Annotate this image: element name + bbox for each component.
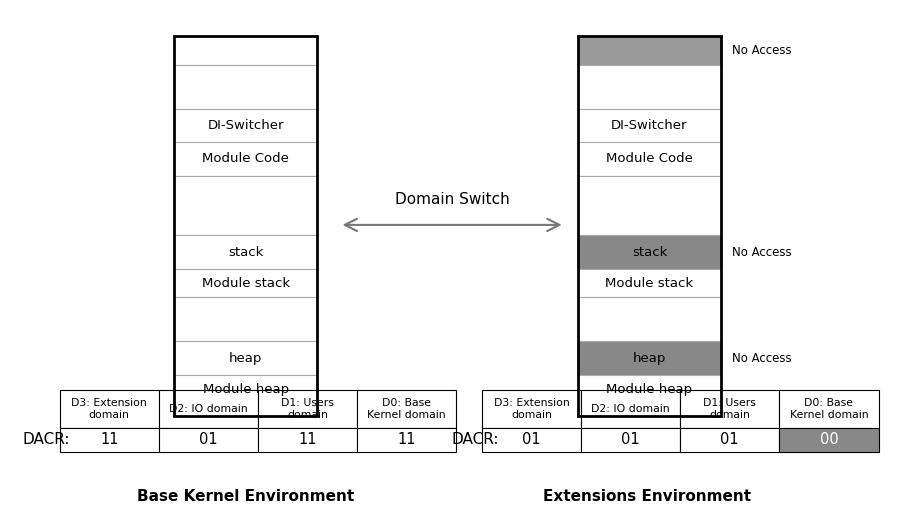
Bar xyxy=(174,36,317,65)
Bar xyxy=(578,235,721,269)
Bar xyxy=(680,428,779,452)
Text: Module stack: Module stack xyxy=(606,277,693,290)
Bar xyxy=(482,390,581,428)
Text: DI-Switcher: DI-Switcher xyxy=(207,119,284,132)
Bar xyxy=(174,109,317,142)
Text: D2: IO domain: D2: IO domain xyxy=(169,404,248,414)
Text: 11: 11 xyxy=(100,432,118,448)
Text: D3: Extension
domain: D3: Extension domain xyxy=(494,398,569,420)
Bar xyxy=(60,390,159,428)
Bar xyxy=(578,297,721,341)
Text: Module heap: Module heap xyxy=(607,383,692,396)
Bar xyxy=(174,403,317,416)
Bar xyxy=(174,65,317,109)
Text: DACR:: DACR: xyxy=(452,432,499,448)
Text: heap: heap xyxy=(633,352,666,364)
Bar xyxy=(779,390,879,428)
Bar xyxy=(174,341,317,375)
Text: No Access: No Access xyxy=(732,352,791,364)
Bar xyxy=(578,36,721,65)
Text: 11: 11 xyxy=(298,432,317,448)
Text: 01: 01 xyxy=(522,432,541,448)
Bar xyxy=(258,390,357,428)
Bar xyxy=(578,65,721,109)
Text: D1: Users
domain: D1: Users domain xyxy=(703,398,756,420)
Bar xyxy=(779,428,879,452)
Text: 01: 01 xyxy=(621,432,640,448)
Text: D2: IO domain: D2: IO domain xyxy=(591,404,670,414)
Text: D0: Base
Kernel domain: D0: Base Kernel domain xyxy=(789,398,868,420)
Text: Domain Switch: Domain Switch xyxy=(395,191,509,207)
Text: heap: heap xyxy=(229,352,263,364)
Text: Module heap: Module heap xyxy=(203,383,288,396)
Bar xyxy=(357,390,456,428)
Text: Module Code: Module Code xyxy=(202,153,289,165)
Bar xyxy=(174,142,317,176)
Bar xyxy=(159,390,258,428)
Bar xyxy=(174,269,317,297)
Bar xyxy=(60,428,159,452)
Bar xyxy=(174,176,317,235)
Text: 11: 11 xyxy=(397,432,416,448)
Text: Base Kernel Environment: Base Kernel Environment xyxy=(138,489,354,504)
Bar xyxy=(174,375,317,403)
Bar xyxy=(174,36,317,416)
Bar xyxy=(174,235,317,269)
Text: D1: Users
domain: D1: Users domain xyxy=(281,398,334,420)
Bar xyxy=(258,428,357,452)
Text: DACR:: DACR: xyxy=(23,432,71,448)
Text: D0: Base
Kernel domain: D0: Base Kernel domain xyxy=(367,398,446,420)
Bar xyxy=(680,390,779,428)
Text: stack: stack xyxy=(632,246,667,258)
Bar xyxy=(578,36,721,416)
Text: 01: 01 xyxy=(721,432,739,448)
Bar xyxy=(578,142,721,176)
Text: stack: stack xyxy=(228,246,263,258)
Bar xyxy=(174,297,317,341)
Bar xyxy=(578,269,721,297)
Text: Module Code: Module Code xyxy=(606,153,693,165)
Text: Extensions Environment: Extensions Environment xyxy=(543,489,751,504)
Text: D3: Extension
domain: D3: Extension domain xyxy=(72,398,147,420)
Bar xyxy=(581,428,680,452)
Text: No Access: No Access xyxy=(732,44,791,57)
Text: 01: 01 xyxy=(199,432,218,448)
Text: DI-Switcher: DI-Switcher xyxy=(611,119,688,132)
Bar xyxy=(578,375,721,403)
Text: Module stack: Module stack xyxy=(202,277,289,290)
Bar xyxy=(159,428,258,452)
Bar xyxy=(357,428,456,452)
Bar xyxy=(578,341,721,375)
Text: 00: 00 xyxy=(820,432,838,448)
Bar xyxy=(578,109,721,142)
Bar xyxy=(581,390,680,428)
Text: No Access: No Access xyxy=(732,246,791,258)
Bar xyxy=(482,428,581,452)
Bar xyxy=(578,176,721,235)
Bar xyxy=(578,403,721,416)
